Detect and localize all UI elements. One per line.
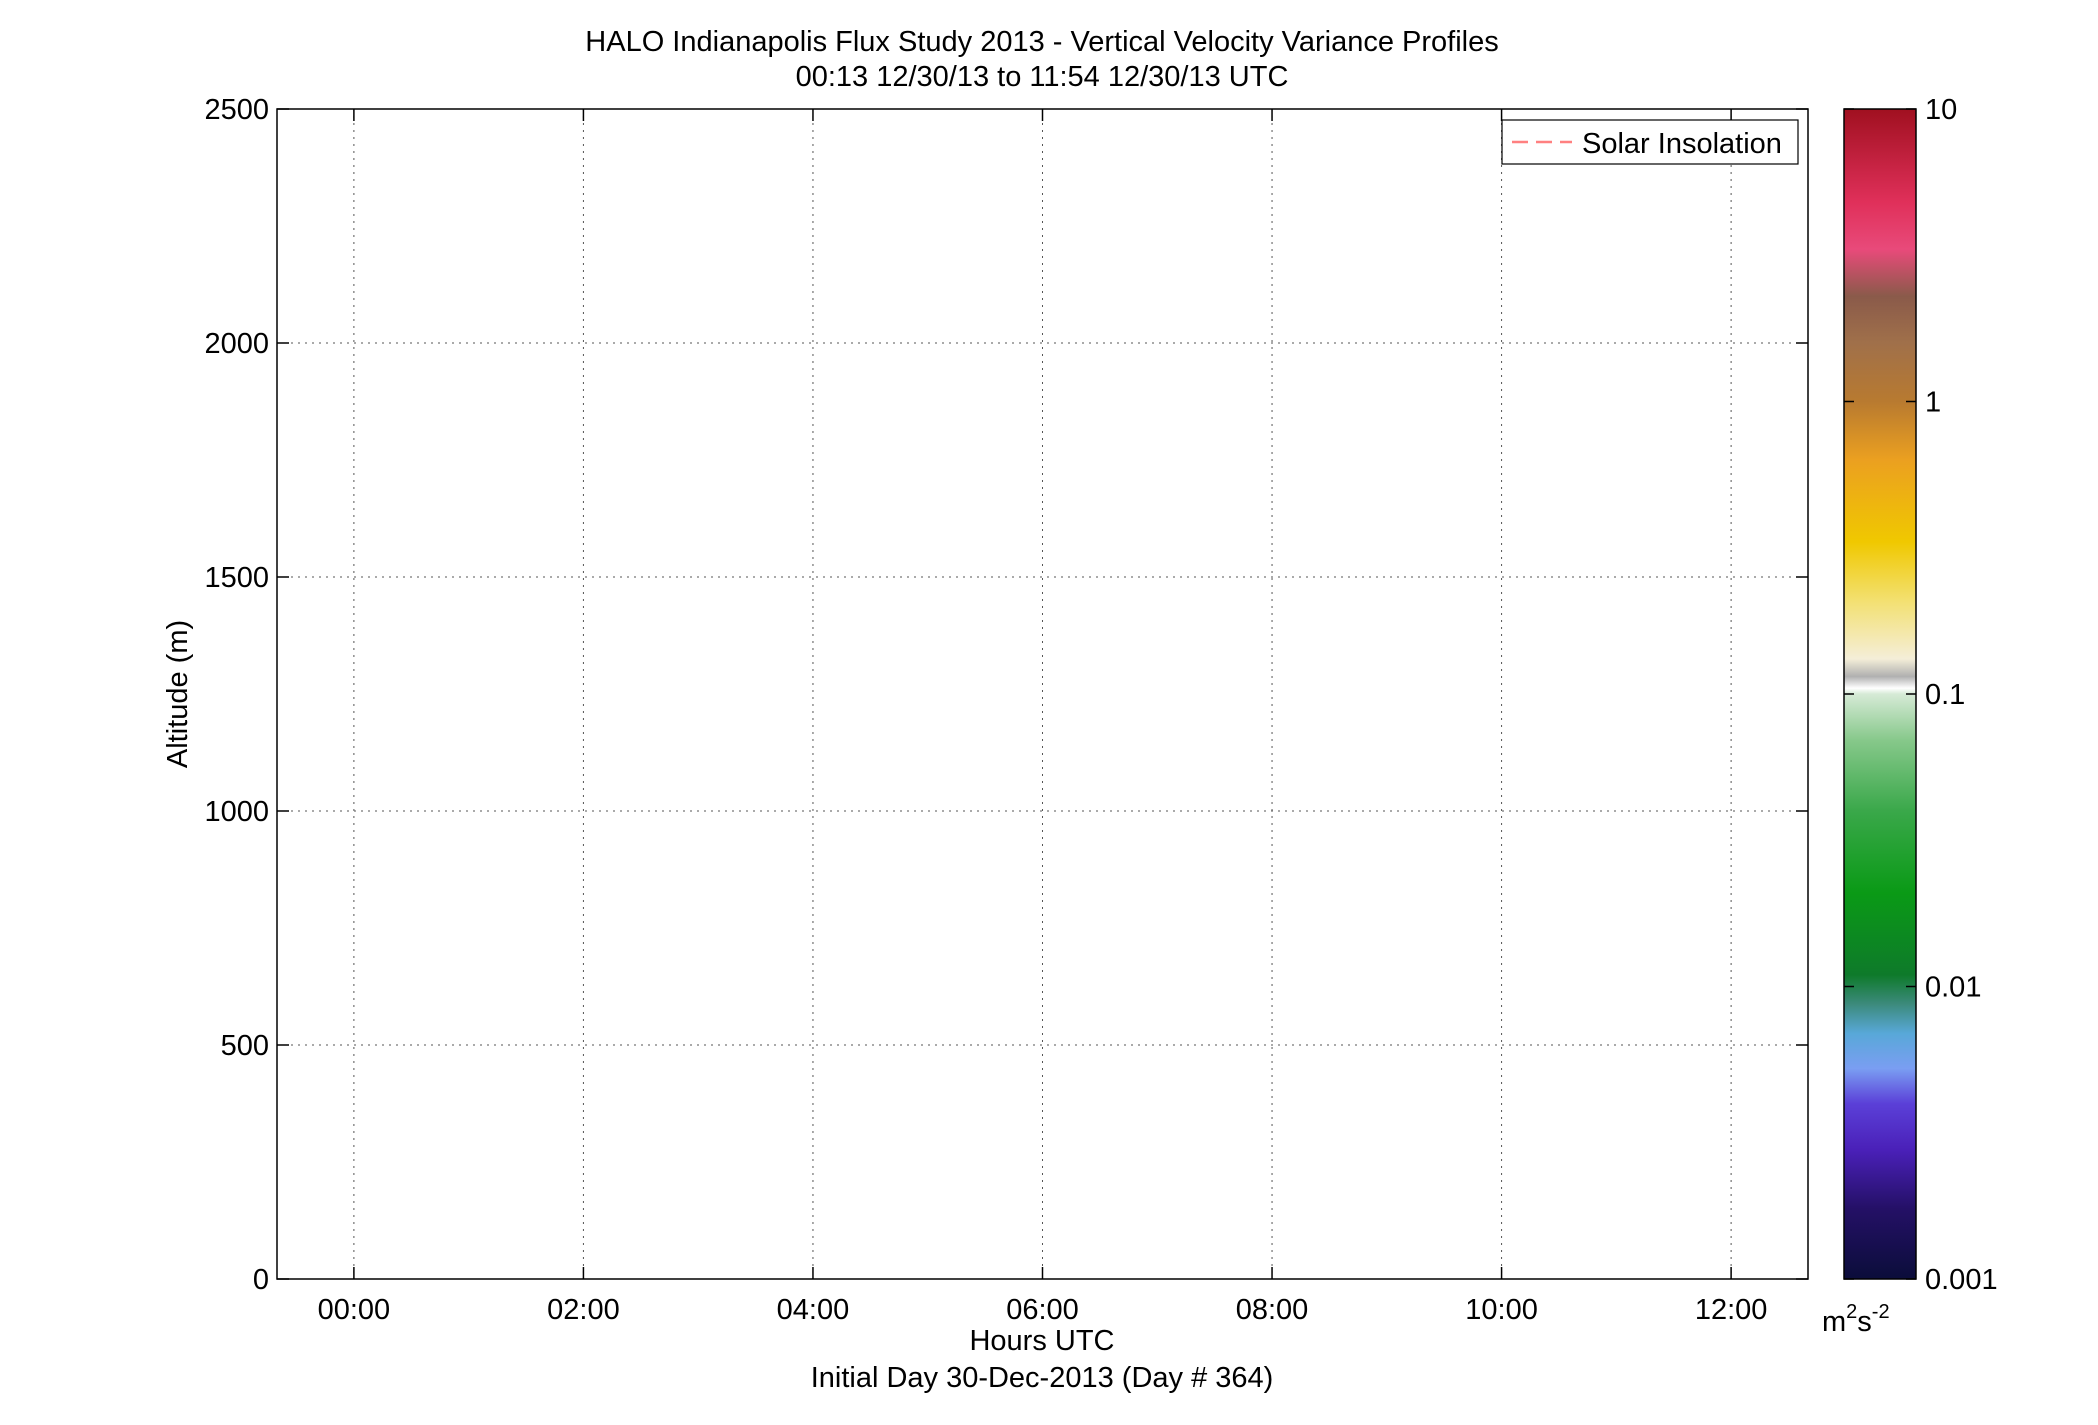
y-tick-label: 0 — [253, 1264, 269, 1296]
x-tick-label: 00:00 — [318, 1294, 391, 1326]
colorbar-unit-sup1: 2 — [1846, 1301, 1857, 1323]
colorbar-unit: m2s-2 — [1822, 1301, 1890, 1338]
colorbar-ticks: 0.001 0.01 0.1 1 10 — [1844, 94, 1998, 1296]
colorbar-tick-label: 0.001 — [1925, 1264, 1998, 1296]
colorbar-unit-mid: s — [1857, 1306, 1872, 1338]
colorbar-tick-label: 0.01 — [1925, 972, 1981, 1004]
colorbar-unit-base: m — [1822, 1306, 1846, 1338]
x-tick-label: 12:00 — [1695, 1294, 1768, 1326]
colorbar-tick-label: 1 — [1925, 387, 1941, 419]
y-tick-label: 2500 — [204, 94, 269, 126]
x-tick-label: 06:00 — [1006, 1294, 1079, 1326]
y-tick-label: 2000 — [204, 328, 269, 360]
x-tick-label: 10:00 — [1465, 1294, 1538, 1326]
x-tick-label: 08:00 — [1236, 1294, 1309, 1326]
x-tick-label: 02:00 — [547, 1294, 620, 1326]
colorbar: 0.001 0.01 0.1 1 10 m2s-2 — [1822, 94, 1998, 1338]
y-axis-label: Altitude (m) — [162, 620, 194, 768]
colorbar-tick-label: 0.1 — [1925, 679, 1965, 711]
y-axis: 0 500 1000 1500 2000 2500 — [204, 94, 1808, 1296]
legend-label-solar: Solar Insolation — [1582, 128, 1782, 160]
legend: Solar Insolation — [1501, 119, 1799, 165]
y-tick-label: 1500 — [204, 562, 269, 594]
colorbar-unit-sup2: -2 — [1872, 1301, 1890, 1323]
colorbar-tick-label: 10 — [1925, 94, 1957, 126]
x-axis: 00:00 02:00 04:00 06:00 08:00 10:00 12:00 — [318, 109, 1768, 1326]
x-axis-label: Hours UTC — [969, 1325, 1114, 1357]
footer-label: Initial Day 30-Dec-2013 (Day # 364) — [811, 1362, 1274, 1394]
chart-subtitle: 00:13 12/30/13 to 11:54 12/30/13 UTC — [796, 61, 1289, 93]
grid-lines — [277, 109, 1808, 1279]
colorbar-gradient — [1843, 108, 1917, 1280]
y-tick-label: 1000 — [204, 796, 269, 828]
x-tick-label: 04:00 — [777, 1294, 850, 1326]
chart-title: HALO Indianapolis Flux Study 2013 - Vert… — [585, 26, 1498, 58]
y-tick-label: 500 — [221, 1030, 269, 1062]
